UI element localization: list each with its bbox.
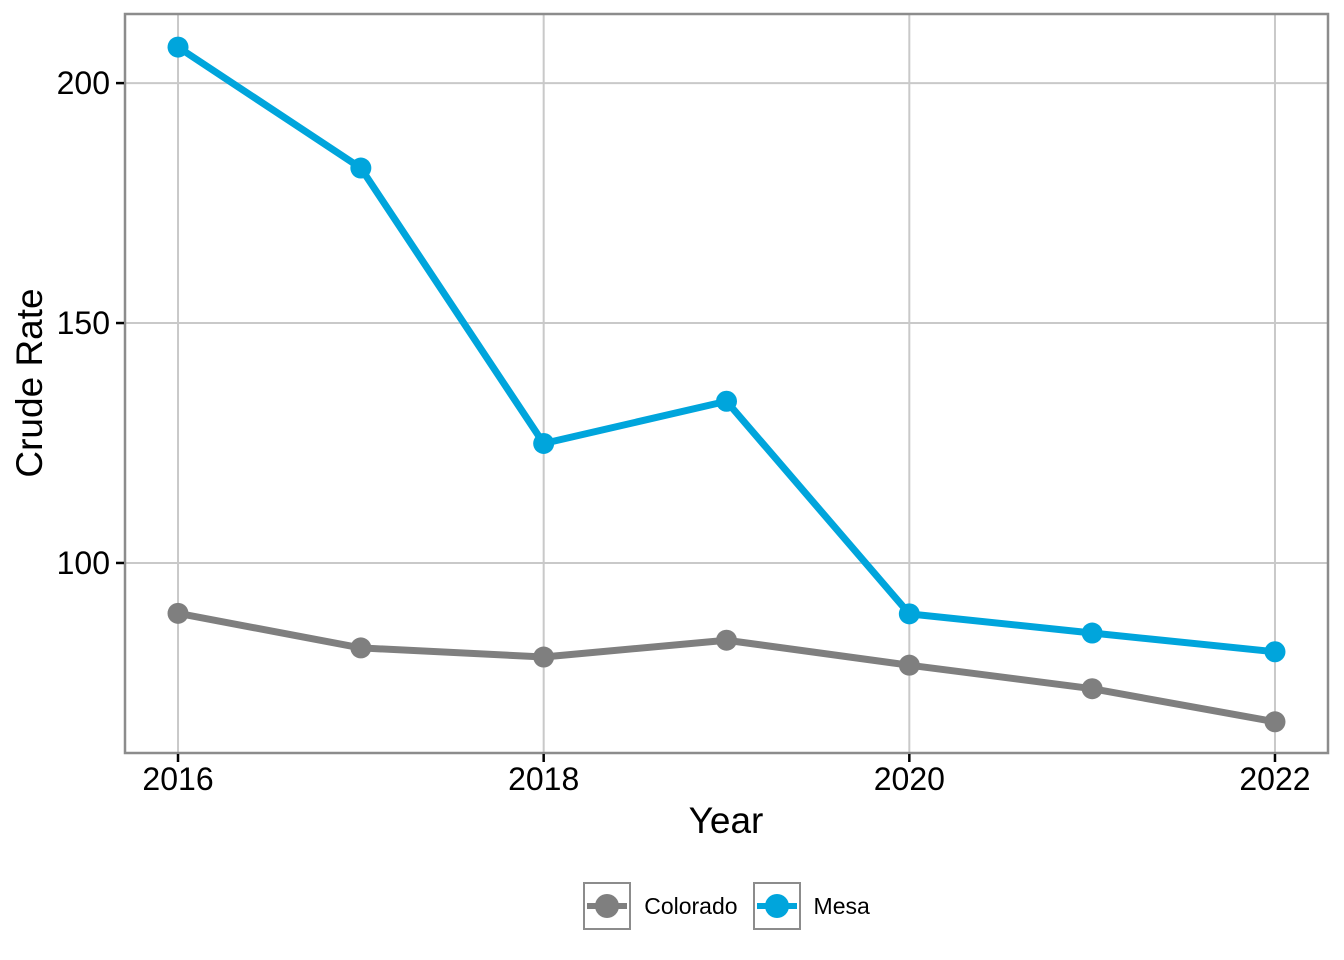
legend-key-mesa xyxy=(752,882,801,930)
data-point-colorado-2016 xyxy=(167,602,189,624)
legend-item-mesa: Mesa xyxy=(752,882,870,930)
y-tick-label-150: 150 xyxy=(57,305,110,341)
series-line-colorado xyxy=(177,609,1276,726)
y-tick-label-100: 100 xyxy=(57,545,110,581)
series-line-mesa xyxy=(176,44,1276,656)
line-point-icon xyxy=(756,894,797,918)
x-tick-label-2016: 2016 xyxy=(142,761,213,797)
data-point-mesa-2018 xyxy=(533,432,555,454)
data-point-mesa-2016 xyxy=(167,36,189,58)
legend-label-colorado: Colorado xyxy=(644,892,738,919)
data-point-mesa-2019 xyxy=(716,390,737,412)
x-axis-title: Year xyxy=(688,800,764,841)
x-tick-label-2020: 2020 xyxy=(874,761,945,797)
y-tick-label-200: 200 xyxy=(57,65,110,101)
data-point-colorado-2017 xyxy=(350,637,372,659)
data-point-mesa-2017 xyxy=(350,157,372,179)
line-point-icon xyxy=(587,894,628,918)
data-point-colorado-2021 xyxy=(1081,678,1103,700)
legend-label-mesa: Mesa xyxy=(813,892,870,919)
panel-border xyxy=(123,12,1330,755)
data-point-colorado-2019 xyxy=(716,629,737,651)
data-point-mesa-2020 xyxy=(898,603,920,625)
legend-item-colorado: Colorado xyxy=(583,882,738,930)
x-tick-label-2018: 2018 xyxy=(508,761,579,797)
data-point-colorado-2022 xyxy=(1264,711,1286,733)
data-point-mesa-2021 xyxy=(1081,622,1103,644)
y-axis-title: Crude Rate xyxy=(9,288,50,478)
legend: Colorado Mesa xyxy=(125,882,1328,930)
data-point-colorado-2018 xyxy=(533,646,555,668)
legend-key-colorado xyxy=(583,882,632,930)
x-tick-label-2022: 2022 xyxy=(1239,761,1310,797)
data-point-mesa-2022 xyxy=(1264,641,1286,663)
data-point-colorado-2020 xyxy=(898,654,920,676)
